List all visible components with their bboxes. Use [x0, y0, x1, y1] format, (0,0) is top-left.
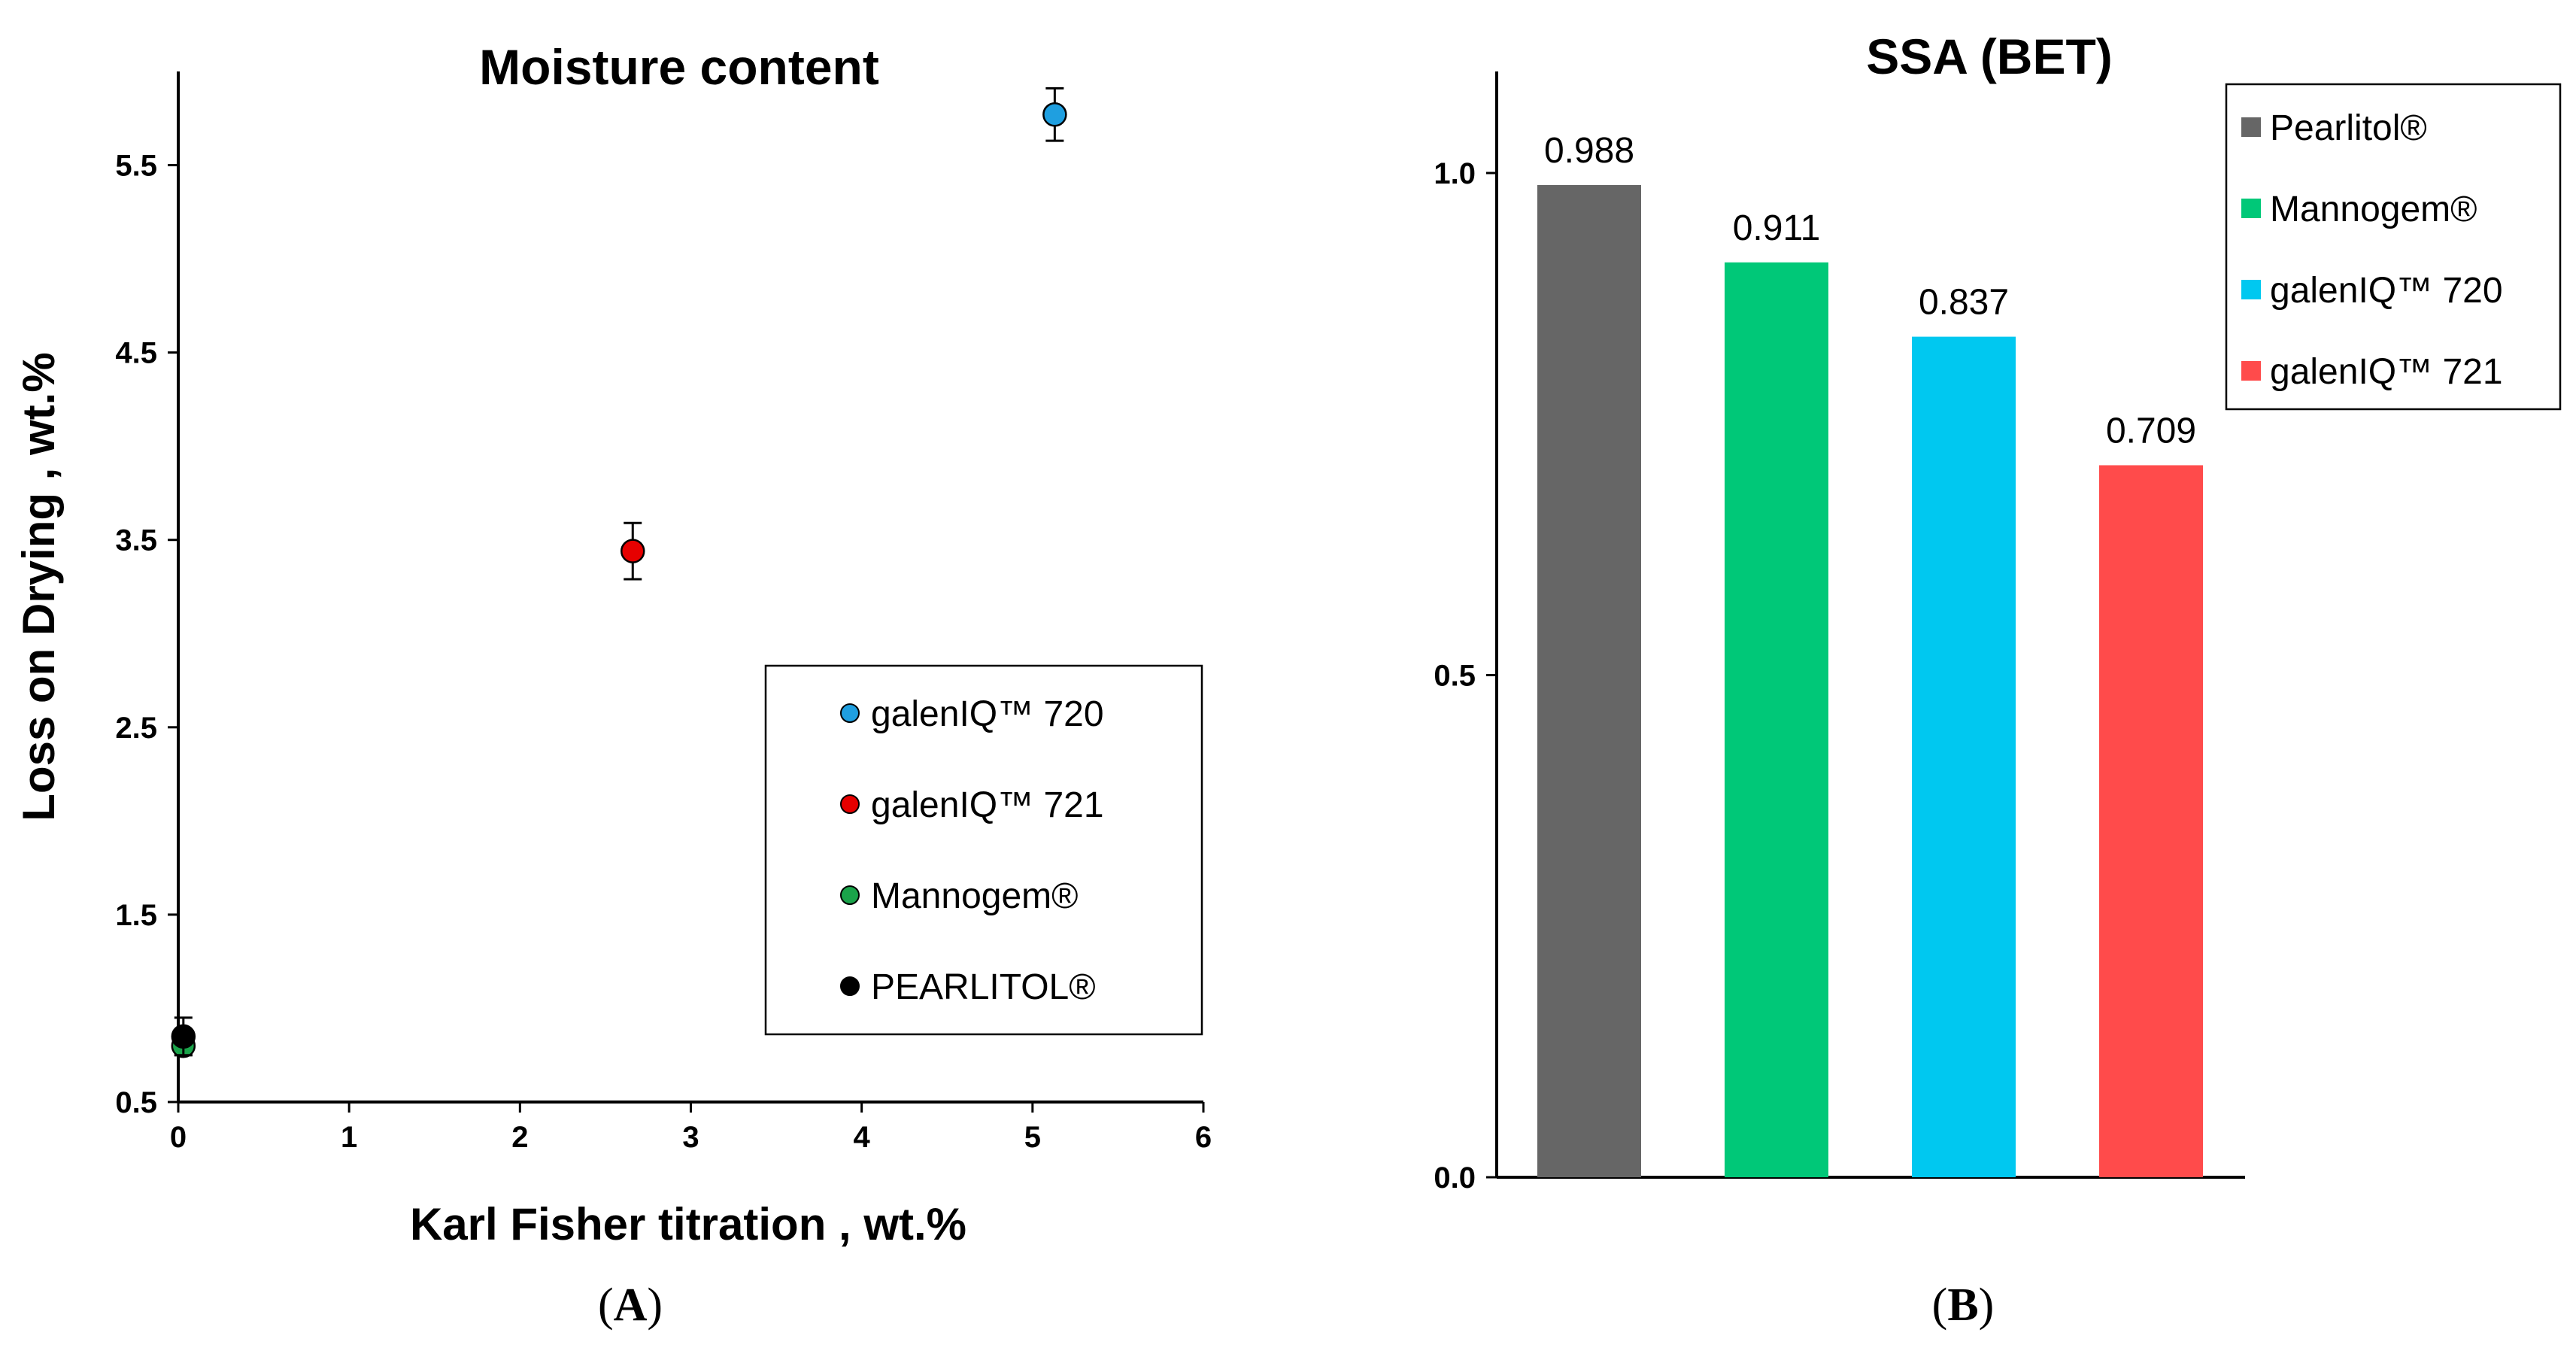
scatter-point-group — [620, 521, 645, 581]
legend-label: Mannogem® — [871, 876, 1079, 916]
bar-y-tick-label: 0.5 — [1434, 660, 1476, 693]
scatter-title: Moisture content — [479, 39, 879, 95]
scatter-x-tick-label: 4 — [854, 1121, 871, 1154]
bar-value-label: 0.988 — [1544, 131, 1634, 171]
legend-marker — [840, 885, 860, 905]
scatter-x-tick-label: 0 — [170, 1121, 187, 1154]
scatter-x-tick-label: 1 — [341, 1121, 357, 1154]
panel-label-a: (A) — [598, 1280, 663, 1331]
legend-label: galenIQ™ 720 — [2270, 271, 2503, 311]
scatter-y-tick-label: 0.5 — [115, 1086, 157, 1119]
bar — [2099, 465, 2203, 1177]
bar — [1912, 336, 2016, 1178]
bar-panel: SSA (BET) 0.0 0.5 1.0 0.988 0.911 0.837 0.709… — [1434, 29, 2562, 1331]
panel-letter-a: A — [614, 1280, 648, 1331]
scatter-x-tick-label: 2 — [511, 1121, 528, 1154]
bar-value-label: 0.709 — [2106, 411, 2196, 451]
legend-marker — [840, 794, 860, 814]
legend-label: galenIQ™ 721 — [871, 785, 1104, 825]
scatter-panel: Moisture content 0.5 1.5 2.5 3.5 4.5 5.5 0 1 2 3… — [14, 39, 1212, 1331]
legend-swatch — [2241, 361, 2261, 381]
bar — [1537, 185, 1641, 1177]
scatter-x-ticks: 0 1 2 3 4 5 6 — [170, 1102, 1212, 1154]
scatter-y-axis-title: Loss on Drying , wt.% — [14, 352, 64, 821]
legend-marker — [840, 976, 860, 996]
bar-y-ticks: 0.0 0.5 1.0 — [1434, 157, 1497, 1195]
legend-swatch — [2241, 280, 2261, 299]
panel-label-b: (B) — [1932, 1280, 1995, 1331]
legend-marker — [840, 703, 860, 723]
legend-swatch — [2241, 199, 2261, 218]
scatter-y-tick-label: 2.5 — [115, 712, 157, 745]
bar-value-label: 0.911 — [1733, 208, 1821, 248]
scatter-y-tick-label: 3.5 — [115, 524, 157, 557]
scatter-x-tick-label: 5 — [1024, 1121, 1041, 1154]
scatter-point — [171, 1024, 196, 1049]
scatter-y-tick-label: 4.5 — [115, 337, 157, 370]
bar-legend-box — [2225, 83, 2562, 411]
legend-label: Pearlitol® — [2270, 108, 2427, 148]
scatter-y-tick-label: 1.5 — [115, 899, 157, 932]
scatter-legend: galenIQ™ 720 galenIQ™ 721 Mannogem® PEARLIT… — [764, 664, 1203, 1036]
scatter-x-tick-label: 3 — [682, 1121, 699, 1154]
legend-label: galenIQ™ 720 — [871, 694, 1104, 734]
scatter-point-group — [1042, 87, 1067, 142]
bar-title: SSA (BET) — [1866, 29, 2113, 84]
scatter-y-tick-label: 5.5 — [115, 150, 157, 183]
bar-legend: Pearlitol® Mannogem® galenIQ™ 720 galenIQ™ … — [2225, 83, 2562, 411]
panel-letter-b: B — [1947, 1280, 1978, 1331]
scatter-y-ticks: 0.5 1.5 2.5 3.5 4.5 5.5 — [115, 150, 178, 1119]
bar-y-tick-label: 1.0 — [1434, 157, 1476, 190]
scatter-point — [620, 539, 645, 563]
bar-y-tick-label: 0.0 — [1434, 1161, 1476, 1195]
bar-value-label: 0.837 — [1919, 283, 2009, 323]
bar-series: 0.988 0.911 0.837 0.709 — [1537, 131, 2203, 1178]
legend-swatch — [2241, 117, 2261, 137]
scatter-x-tick-label: 6 — [1195, 1121, 1212, 1154]
legend-label: PEARLITOL® — [871, 967, 1096, 1007]
scatter-point-group — [171, 1016, 196, 1057]
scatter-x-axis-title: Karl Fisher titration , wt.% — [410, 1199, 966, 1249]
legend-label: Mannogem® — [2270, 190, 2477, 229]
scatter-point — [1042, 102, 1067, 127]
bar — [1725, 262, 1828, 1178]
scatter-points — [171, 87, 1067, 1058]
legend-label: galenIQ™ 721 — [2270, 352, 2503, 392]
scatter-legend-box — [764, 664, 1203, 1036]
